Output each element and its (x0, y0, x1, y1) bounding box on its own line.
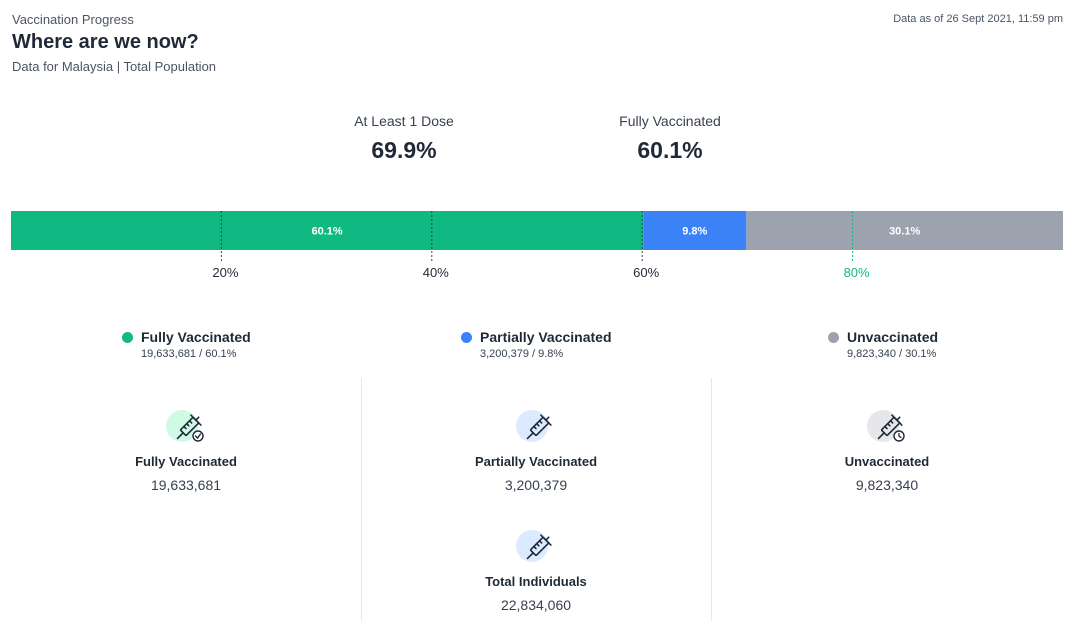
milestone-tick-label: 80% (844, 265, 870, 280)
card-title: Unvaccinated (844, 454, 930, 469)
data-timestamp: Data as of 26 Sept 2021, 11:59 pm (893, 13, 1063, 25)
legend-dot-green (122, 331, 133, 343)
card-value: 9,823,340 (855, 477, 919, 493)
legend-unvaccinated: Unvaccinated 9,823,340 / 30.1% (828, 329, 938, 360)
page-title: Where are we now? (12, 31, 199, 53)
bar-segment-label: 9.8% (682, 226, 707, 238)
bar-segment-unvaccinated (746, 211, 1063, 250)
bar-segment-label: 60.1% (312, 226, 343, 238)
legend-name: Partially Vaccinated (480, 329, 612, 345)
card-value: 3,200,379 (504, 477, 568, 493)
section-eyebrow: Vaccination Progress (12, 12, 134, 27)
milestone-tick-label: 60% (633, 265, 659, 280)
progress-bar-chart: 60.1% 9.8% 30.1% 20% 40% 60% 80% (11, 211, 1063, 280)
bar-segment-fully (11, 211, 644, 250)
card-value: 22,834,060 (500, 597, 572, 613)
legend-name: Unvaccinated (847, 329, 939, 345)
syringe-icon (516, 410, 552, 442)
card-fully-vaccinated: Fully Vaccinated 19,633,681 (66, 410, 306, 493)
legend-name: Fully Vaccinated (141, 329, 251, 345)
legend-detail: 19,633,681 / 60.1% (141, 348, 237, 360)
card-total-individuals: Total Individuals 22,834,060 (416, 530, 656, 613)
column-divider (711, 378, 712, 621)
milestone-tick-label: 40% (423, 265, 449, 280)
card-unvaccinated: Unvaccinated 9,823,340 (767, 410, 1007, 493)
card-title: Total Individuals (485, 574, 587, 589)
syringe-icon (516, 530, 552, 562)
card-value: 19,633,681 (150, 477, 222, 493)
legend-dot-gray (828, 331, 839, 343)
legend-detail: 9,823,340 / 30.1% (847, 348, 937, 360)
kpi-at-least-one-dose: At Least 1 Dose 69.9% (294, 113, 514, 164)
card-title: Fully Vaccinated (135, 454, 237, 469)
milestone-tick-label: 20% (212, 265, 238, 280)
kpi-value: 69.9% (371, 137, 437, 163)
legend-fully-vaccinated: Fully Vaccinated 19,633,681 / 60.1% (122, 329, 251, 360)
bar-segment-label: 30.1% (889, 226, 920, 238)
page-subtitle: Data for Malaysia | Total Population (12, 59, 217, 74)
card-partially-vaccinated: Partially Vaccinated 3,200,379 (416, 410, 656, 493)
kpi-fully-vaccinated: Fully Vaccinated 60.1% (560, 113, 780, 164)
kpi-value: 60.1% (637, 137, 703, 163)
kpi-label: Fully Vaccinated (619, 113, 721, 129)
bar-segment-partially (643, 211, 747, 250)
syringe-check-icon (166, 410, 204, 442)
card-title: Partially Vaccinated (474, 454, 598, 469)
legend-partially-vaccinated: Partially Vaccinated 3,200,379 / 9.8% (461, 329, 612, 360)
kpi-label: At Least 1 Dose (354, 113, 454, 129)
column-divider (361, 378, 362, 621)
legend-dot-blue (461, 331, 472, 343)
legend-detail: 3,200,379 / 9.8% (480, 348, 564, 360)
syringe-clock-icon (867, 410, 905, 442)
